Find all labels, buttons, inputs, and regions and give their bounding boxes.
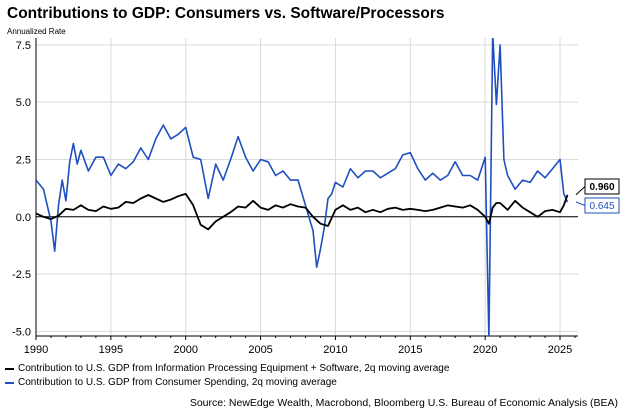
end-value-labels: 0.960 0.645: [575, 178, 620, 214]
y-tick-label: 5.0: [16, 97, 31, 109]
x-tick-label: 1990: [24, 344, 48, 356]
legend-swatch-consumer: [5, 382, 14, 384]
consumer-end-label: 0.645: [589, 201, 614, 212]
x-tick-label: 1995: [99, 344, 123, 356]
consumer-end-label-leader: [575, 201, 586, 206]
it-series-line: [36, 193, 569, 231]
y-tick-label: 0.0: [16, 212, 31, 224]
y-tick-label: 2.5: [16, 154, 31, 166]
x-tick-label: 2025: [548, 344, 572, 356]
legend-item-it: Contribution to U.S. GDP from Informatio…: [5, 362, 449, 376]
unit-label: Annualized Rate: [7, 27, 66, 36]
y-tick-label: 7.5: [16, 40, 31, 52]
source-note: Source: NewEdge Wealth, Macrobond, Bloom…: [189, 397, 618, 409]
axis-ticks: 7.5 5.0 2.5 0.0 -2.5 -5.0 1990 1995 2000 2005 2010…: [12, 38, 578, 356]
chart-title: Contributions to GDP: Consumers vs. Soft…: [7, 5, 445, 22]
legend: Contribution to U.S. GDP from Informatio…: [5, 362, 449, 390]
consumer-series-line: [36, 38, 569, 336]
x-tick-label: 2010: [323, 344, 347, 356]
series-lines: [36, 38, 569, 336]
it-end-label-leader: [575, 186, 586, 196]
x-tick-label: 2000: [173, 344, 197, 356]
x-tick-label: 2015: [398, 344, 422, 356]
x-tick-label: 2020: [473, 344, 497, 356]
legend-swatch-it: [5, 368, 14, 370]
legend-label-consumer: Contribution to U.S. GDP from Consumer S…: [18, 377, 337, 388]
it-end-label-box: [584, 178, 620, 195]
legend-label-it: Contribution to U.S. GDP from Informatio…: [18, 363, 450, 374]
it-end-label: 0.960: [589, 182, 614, 193]
x-tick-label: 2005: [248, 344, 272, 356]
y-tick-label: -5.0: [12, 326, 31, 338]
consumer-end-label-box: [584, 197, 620, 214]
grid-lines: [35, 38, 578, 336]
legend-item-consumer: Contribution to U.S. GDP from Consumer S…: [5, 376, 449, 390]
y-tick-label: -2.5: [12, 269, 31, 281]
